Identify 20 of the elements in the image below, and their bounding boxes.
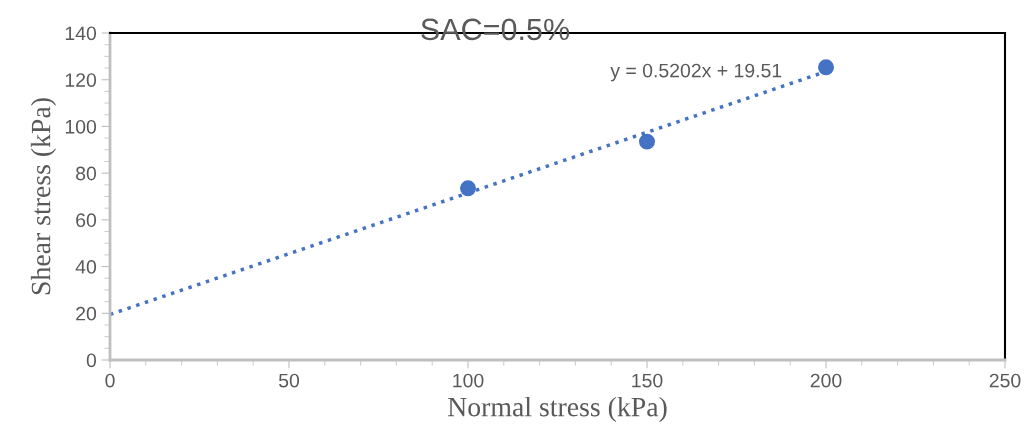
x-tick-label: 50	[278, 373, 300, 388]
y-tick-label: 40	[75, 260, 97, 274]
y-tick-label: 100	[65, 119, 97, 134]
annotation: y = 0.5202x + 19.51	[610, 63, 782, 82]
x-axis-title: Normal stress (kPa)	[447, 396, 667, 423]
y-tick-label: 80	[76, 166, 97, 181]
y-tick-label: 60	[76, 213, 97, 228]
point	[460, 180, 476, 197]
x-tick-label: 0	[105, 373, 115, 388]
y-tick-label: 0	[86, 353, 97, 368]
x-tick-label: 100	[453, 373, 484, 388]
y-tick-label: 120	[65, 73, 97, 87]
y-axis-title: Shear stress (kPa)	[30, 98, 57, 295]
x-tick-label: 150	[632, 373, 663, 388]
point	[818, 59, 834, 76]
x-tick-label: 200	[810, 373, 842, 388]
y-tick-label: 140	[65, 26, 97, 41]
point	[639, 133, 655, 150]
y-tick-label: 20	[76, 306, 97, 321]
x-tick-label: 250	[989, 373, 1021, 388]
